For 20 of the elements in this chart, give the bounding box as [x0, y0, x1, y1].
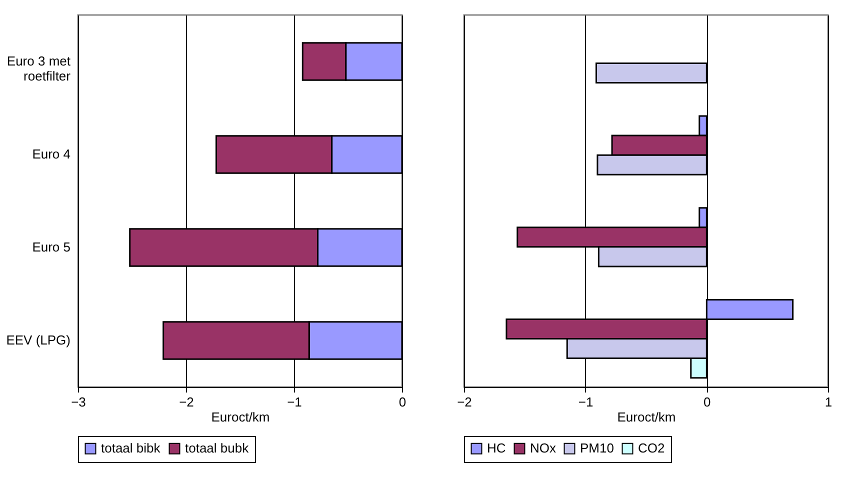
y-tick-label: Euro 4: [32, 146, 70, 162]
x-tick-label: −1: [578, 394, 594, 410]
x-tick-label: 0: [704, 394, 711, 410]
y-tick-label: Euro 5: [32, 240, 70, 254]
legend-label: CO2: [638, 440, 665, 456]
x-tick-label: −1: [287, 394, 302, 410]
y-tick-label: EEV (LPG): [6, 332, 70, 348]
legend-label: totaal bubk: [185, 440, 250, 456]
x-tick-label: 1: [824, 394, 832, 410]
x-axis-title: Euroct/km: [211, 410, 270, 424]
x-tick-label: 0: [398, 394, 406, 410]
x-tick-label: −2: [179, 394, 194, 410]
legend-label: totaal bibk: [101, 440, 161, 456]
legend-label: PM10: [580, 440, 614, 456]
legend-label: HC: [487, 440, 506, 456]
legend-label: NOx: [530, 440, 556, 456]
x-tick-label: −3: [71, 394, 86, 410]
x-axis-title: Euroct/km: [617, 410, 676, 424]
y-tick-label: Euro 3 met roetfilter: [6, 54, 72, 84]
x-tick-label: −2: [457, 394, 472, 410]
